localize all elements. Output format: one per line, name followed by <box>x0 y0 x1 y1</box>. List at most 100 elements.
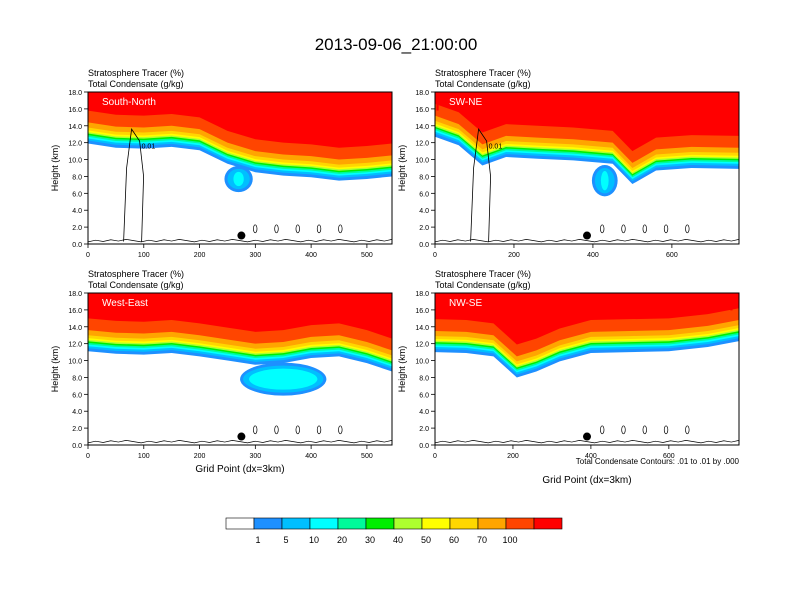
condensate-cell <box>316 224 322 234</box>
plot-area: 0.01 <box>435 92 739 244</box>
plot-frame <box>87 292 393 446</box>
y-tick-label: 12.0 <box>415 141 429 148</box>
colorbar: 1 5 10 20 30 40 50 60 70 100 <box>225 517 563 545</box>
colorbar-swatch <box>505 517 535 530</box>
terrain-line <box>435 439 739 444</box>
x-tick-label: 500 <box>361 252 373 259</box>
terrain-line <box>88 238 392 243</box>
condensate-cell <box>600 425 605 435</box>
y-tick-label: 0.0 <box>72 443 82 450</box>
plot-frame <box>434 292 740 446</box>
location-marker <box>237 231 246 240</box>
y-tick-label: 4.0 <box>72 208 82 215</box>
y-tick-label: 12.0 <box>68 141 82 148</box>
condensate-cell <box>316 425 322 435</box>
y-tick-label: 14.0 <box>68 325 82 332</box>
y-tick-label: 2.0 <box>419 225 429 232</box>
colorbar-label: 10 <box>309 535 319 545</box>
y-axis-label: Height (km) <box>50 346 60 393</box>
y-tick-label: 8.0 <box>72 375 82 382</box>
y-tick-label: 2.0 <box>72 225 82 232</box>
condensate-cell <box>642 224 647 234</box>
terrain-line <box>88 439 392 444</box>
condensate-cell <box>621 224 626 234</box>
x-axis-label: Grid Point (dx=3km) <box>542 475 631 486</box>
condensate-cell <box>663 425 669 435</box>
left-title-1: Stratosphere Tracer (%) <box>435 269 531 279</box>
y-tick-label: 10.0 <box>68 158 82 165</box>
left-title-2: Total Condensate (g/kg) <box>435 280 531 290</box>
colorbar-swatch <box>449 517 479 530</box>
left-title-1: Stratosphere Tracer (%) <box>88 68 184 78</box>
condensate-cell <box>621 425 626 435</box>
condensate-cell <box>685 425 690 435</box>
x-tick-label: 600 <box>666 252 678 259</box>
y-tick-label: 6.0 <box>72 191 82 198</box>
condensate-cell <box>274 224 279 234</box>
condensate-cell <box>685 224 690 234</box>
colorbar-swatch <box>253 517 283 530</box>
y-tick-label: 8.0 <box>419 375 429 382</box>
y-tick-label: 10.0 <box>68 359 82 366</box>
x-tick-label: 400 <box>305 252 317 259</box>
panel-label: SW-NE <box>449 97 482 108</box>
x-tick-label: 400 <box>585 453 597 460</box>
x-tick-label: 200 <box>194 453 206 460</box>
x-tick-label: 0 <box>433 252 437 259</box>
colorbar-label: 70 <box>477 535 487 545</box>
y-axis-label: Height (km) <box>50 145 60 192</box>
y-tick-label: 16.0 <box>415 107 429 114</box>
x-tick-label: 400 <box>305 453 317 460</box>
y-tick-label: 4.0 <box>72 409 82 416</box>
left-title-1: Stratosphere Tracer (%) <box>435 68 531 78</box>
y-tick-label: 14.0 <box>68 124 82 131</box>
colorbar-label: 20 <box>337 535 347 545</box>
y-tick-label: 18.0 <box>68 90 82 97</box>
tracer-band-10 <box>88 92 392 148</box>
x-tick-label: 500 <box>361 453 373 460</box>
colorbar-swatch <box>533 517 563 530</box>
panel-1: 0.01 SW-NE Stratosphere Tracer (%)Total Co… <box>397 68 740 259</box>
colorbar-swatch <box>337 517 367 530</box>
colorbar-swatch <box>309 517 339 530</box>
y-tick-label: 4.0 <box>419 409 429 416</box>
location-marker <box>237 432 246 441</box>
condensate-cell <box>253 425 258 435</box>
plot-frame <box>87 91 393 245</box>
y-tick-label: 14.0 <box>415 325 429 332</box>
x-tick-label: 200 <box>194 252 206 259</box>
tracer-band-10 <box>88 293 392 339</box>
contour-label: 0.01 <box>489 144 503 151</box>
x-tick-label: 600 <box>663 453 675 460</box>
colorbar-swatch <box>225 517 255 530</box>
colorbar-swatch <box>421 517 451 530</box>
condensate-cell <box>338 425 343 435</box>
colorbar-swatch <box>281 517 311 530</box>
panel-label: NW-SE <box>449 298 482 309</box>
x-tick-label: 200 <box>508 252 520 259</box>
x-tick-label: 300 <box>249 252 261 259</box>
y-axis-label: Height (km) <box>397 145 407 192</box>
y-tick-label: 0.0 <box>419 242 429 249</box>
plume-core <box>600 171 609 191</box>
y-tick-label: 10.0 <box>415 158 429 165</box>
plot-area <box>88 293 392 445</box>
left-title-2: Total Condensate (g/kg) <box>88 79 184 89</box>
colorbar-label: 40 <box>393 535 403 545</box>
colorbar-label: 60 <box>449 535 459 545</box>
y-tick-label: 18.0 <box>68 291 82 298</box>
colorbar-label: 100 <box>502 535 517 545</box>
panel-label: South-North <box>102 97 156 108</box>
y-axis-label: Height (km) <box>397 346 407 393</box>
y-tick-label: 16.0 <box>68 308 82 315</box>
condensate-cell <box>274 425 279 435</box>
y-tick-label: 14.0 <box>415 124 429 131</box>
tracer-band-10 <box>435 92 739 152</box>
x-tick-label: 200 <box>507 453 519 460</box>
plot-area <box>435 293 739 445</box>
condensate-cell <box>253 224 258 234</box>
plot-area: 0.01 <box>88 92 392 244</box>
x-tick-label: 300 <box>249 453 261 460</box>
